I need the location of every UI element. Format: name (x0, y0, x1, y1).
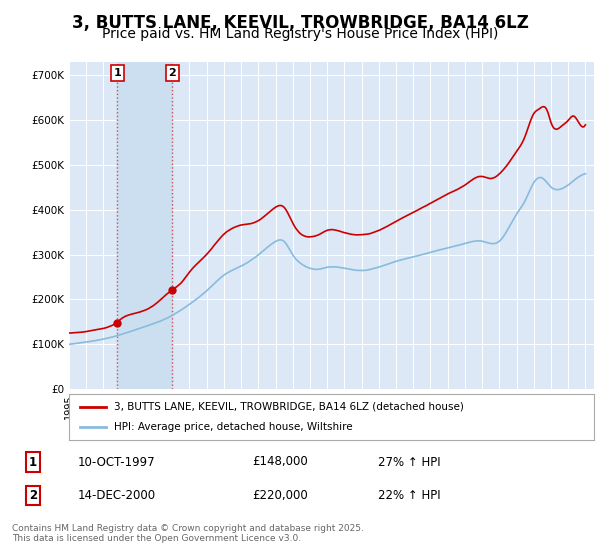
Text: Contains HM Land Registry data © Crown copyright and database right 2025.
This d: Contains HM Land Registry data © Crown c… (12, 524, 364, 543)
Text: Price paid vs. HM Land Registry's House Price Index (HPI): Price paid vs. HM Land Registry's House … (102, 27, 498, 41)
Text: 2: 2 (29, 489, 37, 502)
Text: HPI: Average price, detached house, Wiltshire: HPI: Average price, detached house, Wilt… (113, 422, 352, 432)
Text: 22% ↑ HPI: 22% ↑ HPI (378, 489, 440, 502)
Text: 3, BUTTS LANE, KEEVIL, TROWBRIDGE, BA14 6LZ: 3, BUTTS LANE, KEEVIL, TROWBRIDGE, BA14 … (71, 14, 529, 32)
Text: 10-OCT-1997: 10-OCT-1997 (78, 455, 155, 469)
Bar (117, 62, 172, 389)
Text: £148,000: £148,000 (252, 455, 308, 469)
Text: 27% ↑ HPI: 27% ↑ HPI (378, 455, 440, 469)
Text: 3, BUTTS LANE, KEEVIL, TROWBRIDGE, BA14 6LZ (detached house): 3, BUTTS LANE, KEEVIL, TROWBRIDGE, BA14 … (113, 402, 464, 412)
Text: £220,000: £220,000 (252, 489, 308, 502)
Text: 14-DEC-2000: 14-DEC-2000 (78, 489, 156, 502)
Text: 2: 2 (169, 68, 176, 78)
Text: 1: 1 (29, 455, 37, 469)
Text: 1: 1 (113, 68, 121, 78)
